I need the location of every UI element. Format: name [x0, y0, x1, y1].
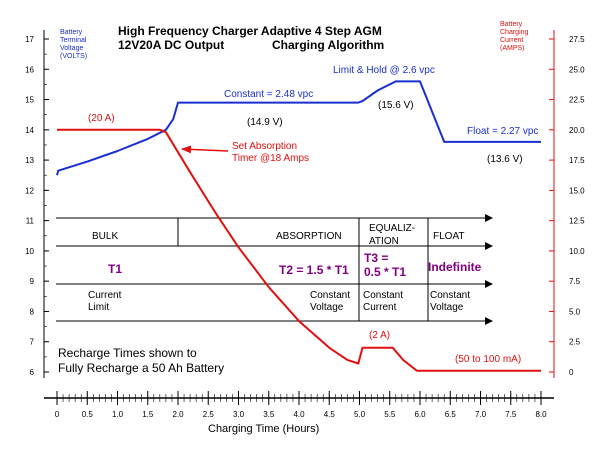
recharge-note: Recharge Times shown to	[58, 346, 197, 360]
stage-equalization-2: ATION	[369, 236, 399, 247]
x-tick-label: 7.5	[505, 410, 517, 419]
x-tick-label: 7.0	[475, 410, 487, 419]
annotation-v156: (15.6 V)	[378, 100, 414, 111]
stage-cv-abs-2: Voltage	[310, 302, 344, 313]
x-tick-label: 6.5	[445, 410, 457, 419]
y-left-tick-label: 17	[25, 35, 34, 44]
stage-cv-abs: Constant	[310, 290, 350, 301]
x-tick-label: 8.0	[535, 410, 547, 419]
x-tick-label: 1.0	[112, 410, 124, 419]
stage-cc-eq-2: Current	[363, 302, 397, 313]
stage-t3-1: T3 =	[364, 251, 388, 265]
right-axis-label: Battery Charging Current (AMPS)	[500, 21, 529, 52]
y-left-tick-label: 11	[26, 217, 35, 226]
y-left-tick-label: 7	[30, 338, 35, 347]
y-left-tick-label: 13	[25, 156, 34, 165]
annotation-ma: (50 to 100 mA)	[455, 354, 521, 365]
stage-bulk: BULK	[92, 231, 118, 242]
y-left-tick-label: 16	[25, 65, 34, 74]
annotation-set-absorption-2: Timer @18 Amps	[232, 153, 309, 164]
stage-absorption: ABSORPTION	[276, 231, 342, 242]
y-left-tick-label: 15	[25, 96, 34, 105]
x-tick-label: 4.0	[293, 410, 305, 419]
y-left-tick-label: 9	[30, 277, 35, 286]
right-axis-label-line: Charging	[500, 29, 529, 36]
annotation-a2: (2 A)	[369, 330, 390, 341]
x-tick-label: 4.5	[324, 410, 336, 419]
y-left-tick-label: 8	[30, 307, 35, 316]
x-ticks: 0 0.5 1.0 1.5 2.0 2.5 3.0 3.5 4.0 4.5 5.0 5.5 6.0 6.5…	[55, 391, 547, 419]
x-tick-label: 5.5	[384, 410, 396, 419]
x-tick-label: 0	[55, 410, 60, 419]
annotation-limit-hold: Limit & Hold @ 2.6 vpc	[333, 65, 435, 76]
y-left-tick-label: 6	[30, 368, 35, 377]
x-tick-label: 2.0	[172, 410, 184, 419]
stage-float: FLOAT	[433, 231, 464, 242]
annotation-float: Float = 2.27 vpc	[467, 126, 538, 137]
stage-t1: T1	[108, 262, 122, 276]
stage-t2: T2 = 1.5 * T1	[279, 263, 349, 277]
left-axis-label-line: Voltage	[60, 45, 83, 52]
right-axis-label-line: (AMPS)	[500, 45, 525, 52]
stage-cc-eq: Constant	[363, 290, 403, 301]
x-tick-label: 3.0	[233, 410, 245, 419]
y-right-tick-label: 22.5	[569, 96, 585, 105]
series-layer	[56, 80, 541, 372]
chart-title-line2-left: 12V20A DC Output	[118, 38, 224, 52]
x-tick-label: 6.0	[414, 410, 426, 419]
y-right-ticks: 0 2.5 5.0 7.5 10.0 12.5 15.0 17.5 20.0 22.5 25.0 27…	[549, 35, 585, 377]
x-tick-label: 2.5	[203, 410, 215, 419]
y-right-tick-label: 12.5	[569, 217, 585, 226]
stage-indefinite: Indefinite	[428, 260, 482, 274]
y-right-tick-label: 25.0	[569, 65, 585, 74]
annotation-constant: Constant = 2.48 vpc	[224, 89, 313, 100]
stage-equalization: EQUALIZ-	[369, 223, 415, 234]
stage-t3-2: 0.5 * T1	[364, 265, 406, 279]
annotation-set-absorption: Set Absorption	[232, 141, 297, 152]
y-right-tick-label: 0	[569, 368, 574, 377]
left-axis-label-line: Battery	[60, 29, 83, 36]
stage-table	[56, 214, 493, 325]
annotation-v149: (14.9 V)	[247, 117, 283, 128]
y-left-ticks: 6 7 8 9 10 11 12 13 14 15 16 17	[25, 35, 49, 377]
y-right-tick-label: 5.0	[569, 307, 581, 316]
right-axis-label-line: Battery	[500, 21, 523, 28]
stage-cv-float: Constant	[430, 290, 470, 301]
left-axis-label-line: Terminal	[60, 37, 87, 44]
x-tick-label: 0.5	[82, 410, 94, 419]
chart-title-line2-right: Charging Algorithm	[272, 38, 384, 52]
stage-cv-float-2: Voltage	[430, 302, 464, 313]
voltage-series-line	[56, 80, 541, 176]
current-series-line	[57, 128, 541, 372]
y-right-tick-label: 17.5	[569, 156, 585, 165]
stage-current-limit-2: Limit	[88, 302, 109, 313]
y-right-tick-label: 2.5	[569, 338, 581, 347]
chart-title: High Frequency Charger Adaptive 4 Step A…	[118, 24, 382, 38]
y-left-tick-label: 12	[25, 186, 34, 195]
x-tick-label: 5.0	[354, 410, 366, 419]
right-axis-label-line: Current	[500, 37, 523, 44]
y-right-tick-label: 15.0	[569, 186, 585, 195]
y-right-tick-label: 20.0	[569, 126, 585, 135]
y-right-tick-label: 10.0	[569, 247, 585, 256]
recharge-note-2: Fully Recharge a 50 Ah Battery	[58, 361, 224, 375]
y-left-tick-label: 10	[25, 247, 34, 256]
set-absorption-arrow	[181, 145, 229, 154]
y-right-tick-label: 27.5	[569, 35, 585, 44]
annotation-a20: (20 A)	[88, 113, 115, 124]
y-left-tick-label: 14	[25, 126, 34, 135]
x-axis-label: Charging Time (Hours)	[208, 423, 319, 435]
annotation-v136: (13.6 V)	[487, 154, 523, 165]
left-axis-label-line: (VOLTS)	[60, 53, 87, 60]
x-tick-label: 1.5	[142, 410, 154, 419]
left-axis-label: Battery Terminal Voltage (VOLTS)	[60, 29, 87, 60]
x-tick-label: 3.5	[263, 410, 275, 419]
stage-current-limit: Current	[88, 290, 122, 301]
y-right-tick-label: 7.5	[569, 277, 581, 286]
